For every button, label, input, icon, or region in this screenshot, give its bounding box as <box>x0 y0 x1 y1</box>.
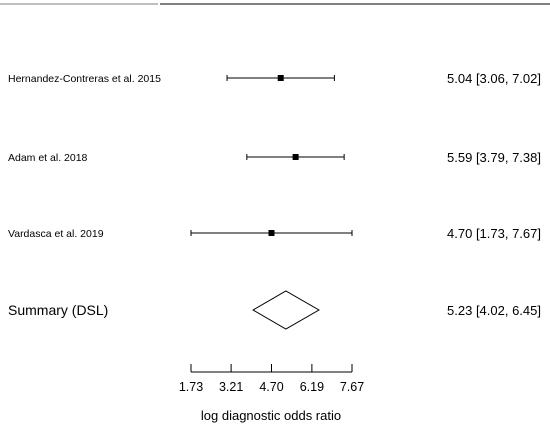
point-estimate-marker <box>268 230 275 236</box>
ci-value-text: 5.04 [3.06, 7.02] <box>447 71 541 86</box>
study-row: Vardasca et al. 2019 4.70 [1.73, 7.67] <box>8 226 541 241</box>
study-label: Hernandez-Contreras et al. 2015 <box>8 73 161 85</box>
summary-label: Summary (DSL) <box>8 302 108 318</box>
ci-value-text: 4.70 [1.73, 7.67] <box>447 226 541 241</box>
x-axis-title: log diagnostic odds ratio <box>201 408 341 423</box>
x-tick-label: 6.19 <box>300 380 324 394</box>
point-estimate-marker <box>292 154 299 160</box>
x-tick-label: 3.21 <box>219 380 243 394</box>
point-estimate-marker <box>277 75 284 81</box>
x-tick-label: 4.70 <box>259 380 283 394</box>
summary-row: Summary (DSL) 5.23 [4.02, 6.45] <box>8 290 541 330</box>
x-tick-label: 7.67 <box>340 380 364 394</box>
ci-value-text: 5.59 [3.79, 7.38] <box>447 150 541 165</box>
study-label: Vardasca et al. 2019 <box>8 228 104 240</box>
summary-diamond <box>252 290 320 330</box>
x-axis: 1.73 3.21 4.70 6.19 7.67 <box>179 364 364 394</box>
x-tick-label: 1.73 <box>179 380 203 394</box>
study-label: Adam et al. 2018 <box>8 152 88 164</box>
summary-ci-value-text: 5.23 [4.02, 6.45] <box>447 303 541 318</box>
study-row: Hernandez-Contreras et al. 2015 5.04 [3.0… <box>8 71 541 86</box>
study-row: Adam et al. 2018 5.59 [3.79, 7.38] <box>8 150 541 165</box>
